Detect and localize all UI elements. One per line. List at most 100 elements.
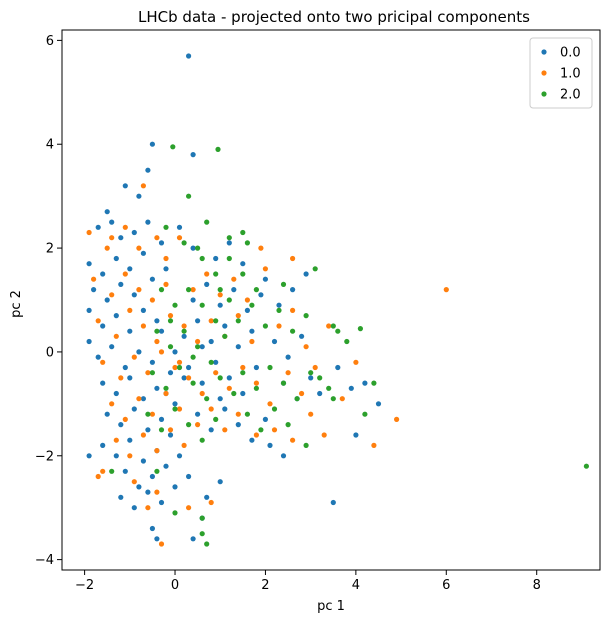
data-point-series-1 (258, 245, 264, 251)
data-point-series-0 (86, 453, 92, 459)
data-point-series-2 (215, 146, 221, 152)
data-point-series-1 (308, 411, 314, 417)
data-point-series-0 (217, 479, 223, 485)
data-point-series-0 (104, 297, 110, 303)
data-point-series-0 (100, 271, 106, 277)
data-point-series-0 (222, 323, 228, 329)
data-point-series-1 (154, 448, 160, 454)
data-point-series-0 (163, 463, 169, 469)
data-point-series-0 (127, 437, 133, 443)
data-point-series-2 (303, 313, 309, 319)
data-point-series-0 (140, 307, 146, 313)
data-point-series-1 (195, 338, 201, 345)
data-point-series-0 (145, 489, 151, 495)
data-point-series-2 (204, 396, 210, 402)
data-point-series-1 (339, 396, 345, 402)
data-point-series-2 (262, 323, 268, 329)
data-point-series-0 (375, 401, 382, 407)
data-point-series-0 (280, 453, 287, 459)
data-point-series-1 (208, 406, 214, 412)
data-point-series-1 (109, 235, 115, 241)
data-point-series-1 (149, 411, 155, 417)
y-tick-label: 0 (46, 345, 54, 360)
data-point-series-0 (136, 193, 142, 199)
data-point-series-1 (163, 281, 169, 287)
data-point-series-2 (258, 427, 264, 433)
legend-marker (541, 70, 547, 76)
legend-label: 1.0 (560, 67, 581, 82)
data-point-series-2 (285, 422, 291, 428)
data-point-series-0 (249, 328, 255, 334)
data-point-series-0 (190, 152, 196, 158)
data-point-series-2 (186, 422, 192, 428)
data-point-series-0 (217, 302, 223, 308)
data-point-series-1 (154, 489, 160, 495)
data-point-series-0 (258, 292, 264, 298)
data-point-series-1 (253, 380, 259, 386)
data-point-series-0 (244, 307, 250, 313)
data-point-series-0 (226, 375, 232, 381)
data-point-series-0 (149, 276, 155, 282)
data-point-series-0 (122, 468, 128, 474)
data-point-series-2 (244, 240, 250, 246)
data-point-series-1 (176, 359, 183, 365)
data-point-series-0 (217, 396, 223, 402)
data-point-series-1 (253, 432, 259, 438)
plot-frame (61, 29, 601, 571)
data-point-series-1 (231, 276, 237, 282)
data-point-series-0 (262, 276, 268, 282)
data-point-series-0 (235, 344, 241, 350)
data-point-series-1 (181, 442, 187, 448)
data-point-series-0 (335, 364, 341, 371)
data-point-series-0 (262, 416, 268, 422)
data-point-series-1 (163, 390, 169, 397)
data-point-series-0 (176, 224, 183, 230)
data-point-series-1 (118, 375, 124, 381)
data-point-series-0 (158, 240, 165, 246)
data-point-series-2 (145, 411, 151, 417)
data-point-series-0 (235, 422, 241, 428)
data-point-series-0 (113, 390, 119, 397)
data-point-series-2 (362, 411, 368, 417)
data-point-series-2 (280, 380, 287, 386)
data-point-series-2 (154, 468, 160, 474)
data-point-series-0 (276, 302, 282, 308)
data-point-series-1 (181, 323, 187, 329)
data-point-series-0 (348, 385, 354, 391)
data-point-series-0 (290, 287, 296, 293)
data-point-series-0 (113, 255, 119, 262)
data-point-series-1 (267, 401, 273, 407)
data-point-series-2 (190, 380, 196, 386)
data-point-series-1 (240, 364, 246, 371)
data-point-series-1 (186, 505, 192, 511)
data-point-series-0 (181, 333, 187, 339)
data-point-series-0 (190, 536, 196, 542)
data-point-series-0 (118, 281, 124, 287)
data-point-series-1 (276, 323, 282, 329)
data-point-series-1 (127, 453, 133, 459)
x-tick-label: 8 (533, 578, 541, 593)
data-point-series-0 (140, 458, 146, 464)
data-point-series-0 (172, 484, 178, 490)
x-axis-label: pc 1 (317, 599, 345, 614)
data-point-series-1 (109, 401, 115, 407)
y-tick-label: −2 (35, 449, 54, 464)
data-point-series-2 (312, 266, 318, 272)
data-point-series-0 (213, 255, 219, 262)
data-point-series-2 (371, 380, 377, 386)
data-point-series-0 (240, 261, 246, 267)
data-point-series-0 (172, 349, 178, 355)
data-point-series-2 (240, 229, 246, 236)
data-point-series-1 (136, 396, 142, 402)
data-point-series-0 (131, 292, 137, 298)
data-point-series-2 (204, 219, 210, 225)
data-point-series-0 (95, 354, 101, 360)
data-point-series-0 (104, 411, 110, 417)
data-point-series-0 (140, 396, 146, 402)
data-point-series-2 (235, 318, 241, 324)
data-point-series-1 (140, 323, 146, 329)
data-point-series-0 (113, 453, 119, 459)
data-point-series-2 (186, 193, 192, 199)
data-point-series-0 (362, 380, 368, 386)
data-point-series-0 (149, 141, 155, 147)
